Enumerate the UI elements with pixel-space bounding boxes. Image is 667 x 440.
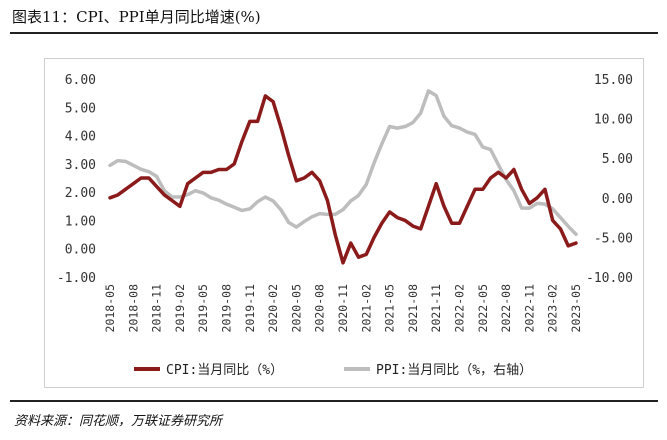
x-axis-ticks: 2018-05 2018-08 2018-11 2019-02 2019-05 2019-… — [103, 284, 583, 333]
right-tick-label: 10.00 — [594, 113, 633, 128]
x-tick-label: 2022-05 — [476, 284, 490, 332]
x-tick-label: 2019-11 — [243, 284, 257, 333]
source-note: 资料来源：同花顺，万联证券研究所 — [14, 414, 223, 429]
x-tick-label: 2022-11 — [522, 284, 536, 333]
x-tick-label: 2018-05 — [103, 284, 117, 332]
left-tick-label: 6.00 — [65, 73, 96, 88]
legend-label-cpi: CPI:当月同比（%） — [166, 363, 283, 378]
left-tick-label: 0.00 — [65, 243, 96, 258]
left-tick-label: 5.00 — [65, 101, 96, 116]
figure-title: 图表11：CPI、PPI单月同比增速(%) — [12, 8, 261, 26]
left-tick-label: -1.00 — [57, 271, 96, 286]
title-rule — [10, 32, 658, 34]
x-tick-label: 2020-11 — [336, 284, 350, 333]
plot-frame — [44, 58, 644, 388]
left-tick-label: 4.00 — [65, 130, 96, 145]
x-tick-label: 2021-11 — [429, 284, 443, 333]
legend: CPI:当月同比（%） PPI:当月同比（%，右轴） — [134, 363, 532, 378]
x-tick-label: 2020-02 — [266, 284, 280, 332]
right-tick-label: -10.00 — [586, 271, 633, 286]
cpi-series-line — [108, 94, 578, 265]
x-tick-label: 2021-02 — [359, 284, 373, 332]
legend-label-ppi: PPI:当月同比（%，右轴） — [376, 363, 532, 378]
x-tick-label: 2020-08 — [313, 284, 327, 333]
right-axis-ticks: 15.00 10.00 5.00 0.00 -5.00 -10.00 — [586, 73, 633, 286]
x-tick-label: 2018-11 — [150, 284, 164, 333]
x-tick-label: 2018-08 — [126, 284, 140, 333]
right-tick-label: -5.00 — [594, 231, 633, 246]
left-tick-label: 3.00 — [65, 158, 96, 173]
left-tick-label: 1.00 — [65, 214, 96, 229]
x-tick-label: 2020-05 — [289, 284, 303, 332]
x-tick-label: 2022-08 — [499, 284, 513, 333]
x-tick-label: 2023-05 — [569, 284, 583, 332]
x-tick-label: 2021-05 — [383, 284, 397, 332]
x-tick-label: 2021-08 — [406, 284, 420, 333]
source-rule — [10, 400, 658, 402]
x-tick-label: 2019-08 — [220, 284, 234, 333]
left-tick-label: 2.00 — [65, 186, 96, 201]
right-tick-label: 15.00 — [594, 73, 633, 88]
ppi-series-line — [108, 89, 578, 236]
x-tick-label: 2023-02 — [546, 284, 560, 332]
x-tick-label: 2022-02 — [453, 284, 467, 332]
right-tick-label: 5.00 — [602, 152, 633, 167]
right-tick-label: 0.00 — [602, 192, 633, 207]
left-axis-ticks: 6.00 5.00 4.00 3.00 2.00 1.00 0.00 -1.00 — [57, 73, 96, 286]
x-tick-label: 2019-02 — [173, 284, 187, 332]
x-tick-label: 2019-05 — [196, 284, 210, 332]
